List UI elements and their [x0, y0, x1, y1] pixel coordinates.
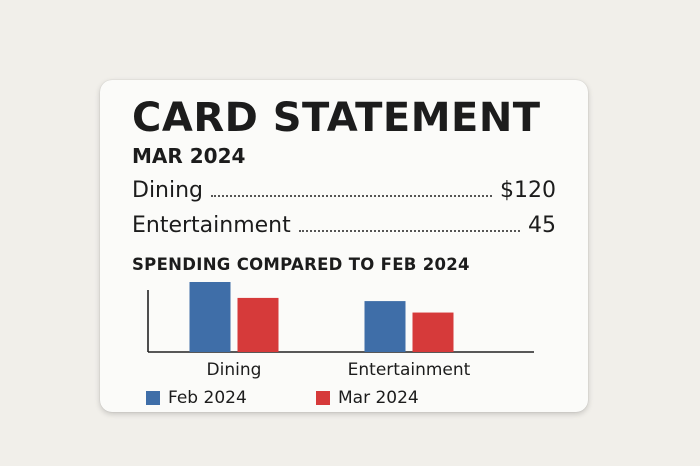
statement-period: MAR 2024 — [132, 144, 246, 168]
x-tick-label: Dining — [207, 360, 262, 380]
line-item-label: Entertainment — [132, 213, 291, 238]
legend-label-mar: Mar 2024 — [338, 388, 419, 408]
legend-item-feb: Feb 2024 — [146, 388, 247, 408]
line-item-dining: Dining $120 — [132, 177, 556, 205]
line-item-label: Dining — [132, 178, 204, 203]
statement-title: CARD STATEMENT — [132, 95, 541, 141]
bar-dining-feb-2024 — [189, 282, 231, 352]
x-tick-label: Entertainment — [348, 360, 471, 380]
spending-bar-chart: Dining Entertainment — [147, 282, 534, 380]
legend-swatch-feb — [146, 391, 160, 405]
chart-title: SPENDING COMPARED TO FEB 2024 — [132, 255, 470, 274]
line-item-entertainment: Entertainment 45 — [132, 212, 556, 240]
bar-entertainment-mar-2024 — [412, 312, 454, 352]
line-item-amount: $120 — [500, 178, 556, 203]
legend-label-feb: Feb 2024 — [168, 388, 247, 408]
dotted-leader — [298, 230, 520, 232]
legend-swatch-mar — [316, 391, 330, 405]
bar-entertainment-feb-2024 — [364, 301, 406, 352]
dotted-leader — [211, 195, 492, 197]
legend-item-mar: Mar 2024 — [316, 388, 419, 408]
line-item-amount: 45 — [528, 213, 556, 238]
bar-dining-mar-2024 — [237, 297, 279, 352]
statement-card: CARD STATEMENT MAR 2024 Dining $120 Ente… — [100, 80, 588, 412]
